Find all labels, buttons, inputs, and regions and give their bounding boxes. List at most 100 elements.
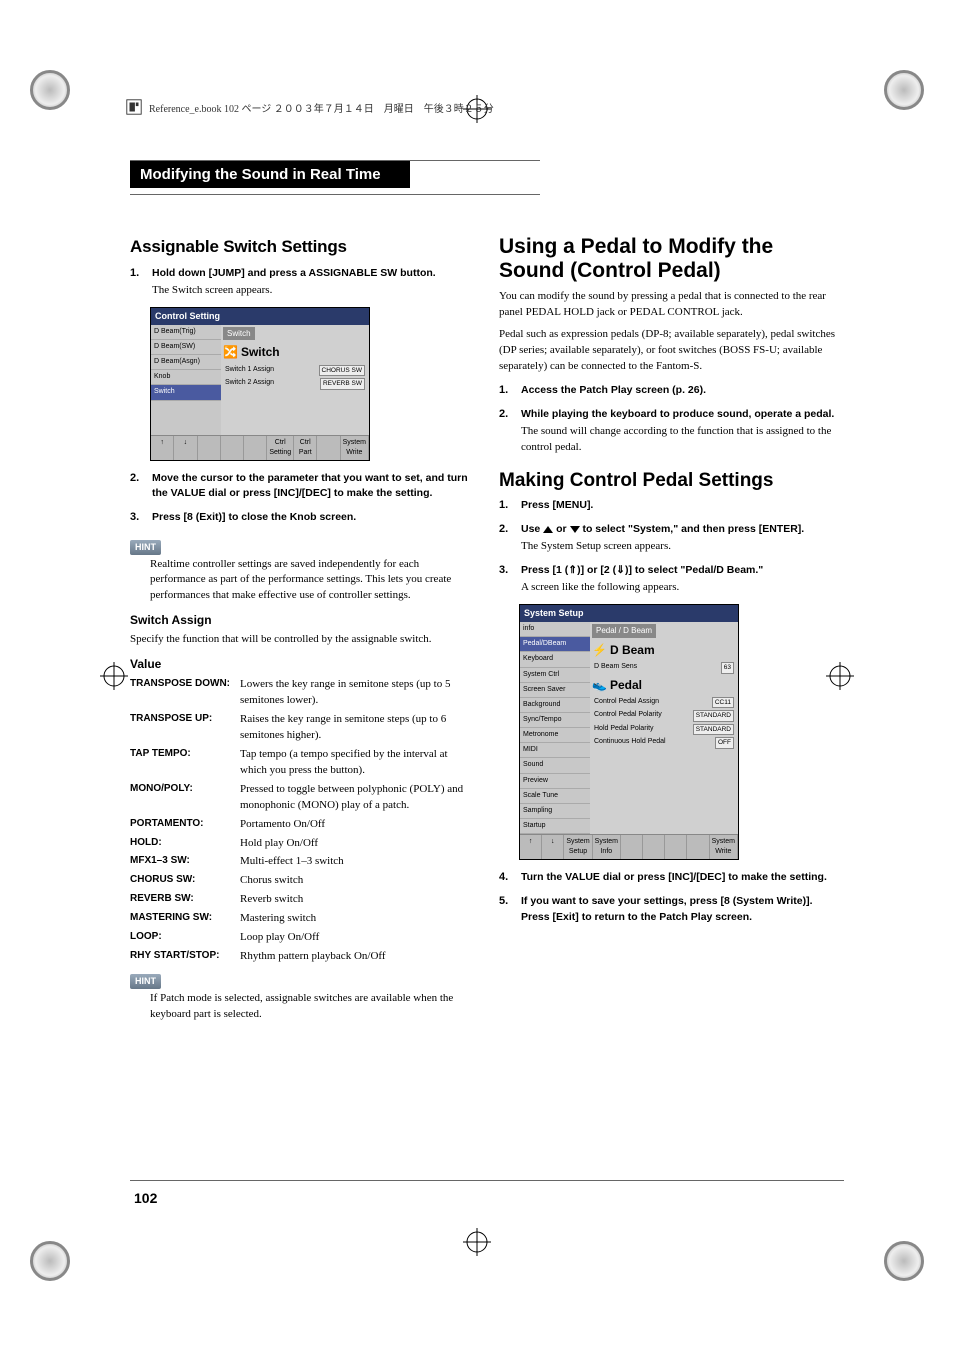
system-setup-screenshot: System Setup infoPedal/DBeamKeyboardSyst… xyxy=(519,604,739,860)
ss-side-item: MIDI xyxy=(520,743,590,758)
step-instruction: Access the Patch Play screen (p. 26). xyxy=(521,383,844,398)
param-row: TAP TEMPO:Tap tempo (a tempo specified b… xyxy=(130,747,475,779)
param-desc: Portamento On/Off xyxy=(240,817,475,833)
ss-side-item: System Ctrl xyxy=(520,668,590,683)
param-row: CHORUS SW:Chorus switch xyxy=(130,873,475,889)
ss-side-item: Metronome xyxy=(520,728,590,743)
ss-footer-btn: ↑ xyxy=(520,835,542,859)
control-setting-screenshot: Control Setting D Beam(Trig)D Beam(SW)D … xyxy=(150,307,370,461)
step-number: 1. xyxy=(130,266,144,299)
ss1-heading-text: Switch xyxy=(241,344,280,361)
crop-ring-tr xyxy=(884,70,924,110)
ss2-sidebar: infoPedal/DBeamKeyboardSystem CtrlScreen… xyxy=(520,622,590,834)
ss-row: Control Pedal AssignCC11 xyxy=(592,696,736,709)
ss-footer-btn xyxy=(665,835,687,859)
crop-ring-br xyxy=(884,1241,924,1281)
param-desc: Multi-effect 1–3 switch xyxy=(240,854,475,870)
ss-side-item: Keyboard xyxy=(520,652,590,667)
value-heading: Value xyxy=(130,656,475,673)
framemaker-icon xyxy=(125,98,143,116)
ss-row: Control Pedal PolaritySTANDARD xyxy=(592,709,736,722)
step-instruction: Use or to select "System," and then pres… xyxy=(521,522,844,537)
step-number: 3. xyxy=(130,510,144,526)
crop-ring-bl xyxy=(30,1241,70,1281)
ss-footer-btn: ↓ xyxy=(174,436,197,460)
switch-assign-desc: Specify the function that will be contro… xyxy=(130,632,475,648)
ss2-heading1-text: D Beam xyxy=(610,642,655,659)
right-b-step-3: 3. Press [1 (⇑)] or [2 (⇓)] to select "P… xyxy=(499,563,844,596)
param-row: MFX1–3 SW:Multi-effect 1–3 switch xyxy=(130,854,475,870)
param-row: PORTAMENTO:Portamento On/Off xyxy=(130,817,475,833)
ss1-tab: Switch xyxy=(223,327,255,341)
using-pedal-heading: Using a Pedal to Modify the Sound (Contr… xyxy=(499,235,844,283)
ss-footer-btn xyxy=(687,835,709,859)
step-number: 1. xyxy=(499,383,513,399)
step-instruction: Press [MENU]. xyxy=(521,498,844,513)
hint-badge-2: HINT xyxy=(130,974,161,989)
ss2-heading2-text: Pedal xyxy=(610,677,642,694)
ss-row: Hold Pedal PolaritySTANDARD xyxy=(592,723,736,736)
step-number: 2. xyxy=(499,522,513,555)
right-b-step-2: 2. Use or to select "System," and then p… xyxy=(499,522,844,555)
ss2-dbeam-row: D Beam Sens 63 xyxy=(592,661,736,674)
ss-row: Continuous Hold PedalOFF xyxy=(592,736,736,749)
page-title-wrap: Modifying the Sound in Real Time xyxy=(130,160,540,195)
step-instruction: If you want to save your settings, press… xyxy=(521,894,844,924)
ss-side-item: Scale Tune xyxy=(520,789,590,804)
param-desc: Chorus switch xyxy=(240,873,475,889)
step-text: to select "System," and then press [ENTE… xyxy=(580,523,805,535)
param-label: MASTERING SW: xyxy=(130,911,240,927)
ss-side-item: D Beam(Asgn) xyxy=(151,355,221,370)
param-desc: Hold play On/Off xyxy=(240,836,475,852)
ss-footer-btn: Ctrl Part xyxy=(294,436,317,460)
ss2-heading-2: 👟 Pedal xyxy=(592,677,736,694)
param-desc: Raises the key range in semitone steps (… xyxy=(240,712,475,744)
param-desc: Rhythm pattern playback On/Off xyxy=(240,949,475,965)
param-row: TRANSPOSE DOWN:Lowers the key range in s… xyxy=(130,677,475,709)
ss-footer-btn: System Write xyxy=(341,436,369,460)
step-number: 3. xyxy=(499,563,513,596)
step-detail: The Switch screen appears. xyxy=(152,283,475,299)
up-arrow-icon xyxy=(543,526,553,533)
param-label: MFX1–3 SW: xyxy=(130,854,240,870)
left-step-3: 3. Press [8 (Exit)] to close the Knob sc… xyxy=(130,510,475,526)
ss-footer-btn xyxy=(221,436,244,460)
param-label: HOLD: xyxy=(130,836,240,852)
ss-side-item: Sampling xyxy=(520,804,590,819)
hint-text-2: If Patch mode is selected, assignable sw… xyxy=(150,991,475,1023)
ss2-footer: ↑↓System SetupSystem InfoSystem Write xyxy=(520,834,738,859)
param-label: TRANSPOSE DOWN: xyxy=(130,677,240,709)
step-instruction: Press [1 (⇑)] or [2 (⇓)] to select "Peda… xyxy=(521,563,844,578)
ss-footer-btn: System Setup xyxy=(564,835,592,859)
ss2-row-label: D Beam Sens xyxy=(594,662,637,673)
right-b-step-1: 1. Press [MENU]. xyxy=(499,498,844,514)
ss1-sidebar: D Beam(Trig)D Beam(SW)D Beam(Asgn)KnobSw… xyxy=(151,325,221,435)
param-label: LOOP: xyxy=(130,930,240,946)
ss2-row-val: 63 xyxy=(721,662,734,673)
ss-footer-btn: ↓ xyxy=(542,835,564,859)
ss-footer-btn: ↑ xyxy=(151,436,174,460)
down-arrow-icon xyxy=(570,526,580,533)
page-content: Modifying the Sound in Real Time Assigna… xyxy=(130,160,844,1221)
ss2-heading-1: ⚡ D Beam xyxy=(592,642,736,659)
ss-footer-btn xyxy=(621,835,643,859)
ss-side-item: D Beam(Trig) xyxy=(151,325,221,340)
hint-text-1: Realtime controller settings are saved i… xyxy=(150,557,475,605)
step-number: 2. xyxy=(130,471,144,501)
param-desc: Lowers the key range in semitone steps (… xyxy=(240,677,475,709)
step-text: or xyxy=(553,523,569,535)
step-instruction: Turn the VALUE dial or press [INC]/[DEC]… xyxy=(521,870,844,885)
ss-side-item: info xyxy=(520,622,590,637)
registration-mark-bottom xyxy=(463,1228,491,1256)
ss-side-item: Knob xyxy=(151,370,221,385)
param-label: REVERB SW: xyxy=(130,892,240,908)
step-detail: The System Setup screen appears. xyxy=(521,539,844,555)
right-column: Using a Pedal to Modify the Sound (Contr… xyxy=(499,235,844,1023)
registration-mark-left xyxy=(100,662,128,690)
footer-rule xyxy=(130,1180,844,1181)
step-instruction: Press [8 (Exit)] to close the Knob scree… xyxy=(152,510,475,525)
ss-footer-btn xyxy=(317,436,340,460)
param-desc: Tap tempo (a tempo specified by the inte… xyxy=(240,747,475,779)
ss-side-item: Sound xyxy=(520,758,590,773)
ss-row: Switch 1 AssignCHORUS SW xyxy=(223,364,367,377)
